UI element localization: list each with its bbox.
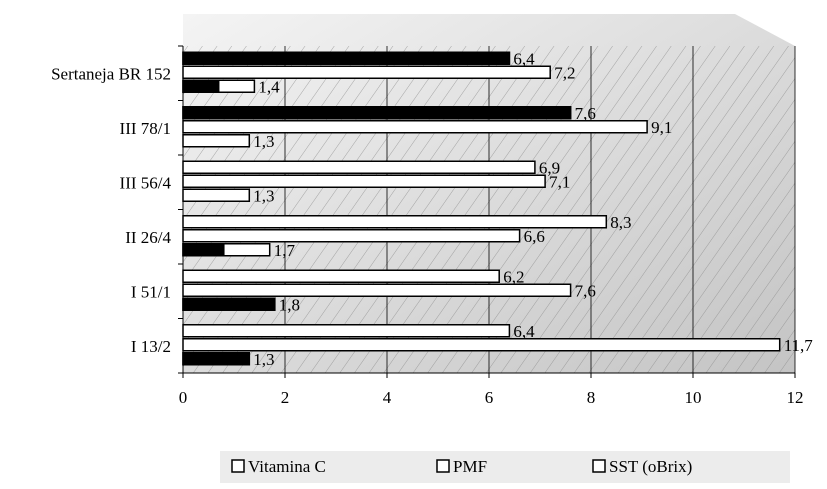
data-label: 8,3 — [610, 213, 631, 232]
x-tick-label: 10 — [685, 388, 702, 407]
data-label: 1,3 — [253, 350, 274, 369]
bar — [182, 134, 251, 148]
data-label: 1,7 — [274, 241, 296, 260]
legend-background — [220, 451, 790, 483]
data-label: 7,1 — [549, 172, 570, 191]
bar-dark-segment — [182, 352, 251, 366]
data-label: 7,6 — [575, 281, 596, 300]
bar — [182, 160, 536, 174]
bar — [182, 188, 251, 202]
data-label: 6,6 — [524, 227, 545, 246]
data-label: 1,4 — [258, 77, 280, 96]
legend-swatch — [592, 459, 606, 473]
bar-dark-segment — [182, 106, 572, 120]
bar — [182, 65, 551, 79]
category-label: I 13/2 — [131, 337, 171, 356]
x-tick-label: 8 — [587, 388, 596, 407]
data-label: 1,3 — [253, 132, 274, 151]
data-label: 7,6 — [575, 104, 596, 123]
bar-dark-segment — [182, 243, 225, 257]
data-label: 1,3 — [253, 186, 274, 205]
bar — [182, 174, 546, 188]
bar-dark-segment — [182, 51, 511, 65]
x-tick-label: 2 — [281, 388, 290, 407]
x-tick-label: 4 — [383, 388, 392, 407]
data-label: 11,7 — [784, 336, 814, 355]
category-label: Sertaneja BR 152 — [51, 64, 171, 83]
data-label: 6,4 — [513, 49, 535, 68]
data-label: 1,8 — [279, 295, 300, 314]
category-label: III 56/4 — [120, 173, 172, 192]
category-label: I 51/1 — [131, 282, 171, 301]
bar — [182, 229, 521, 243]
legend-swatch — [231, 459, 245, 473]
category-label: II 26/4 — [125, 228, 171, 247]
data-label: 9,1 — [651, 118, 672, 137]
legend-label: SST (oBrix) — [609, 457, 692, 476]
x-tick-label: 0 — [179, 388, 188, 407]
bar — [182, 324, 511, 338]
legend-label: Vitamina C — [248, 457, 326, 476]
category-label: III 78/1 — [120, 119, 171, 138]
bar-dark-segment — [182, 79, 220, 93]
data-label: 7,2 — [554, 63, 575, 82]
data-label: 6,4 — [513, 322, 535, 341]
data-label: 6,9 — [539, 158, 560, 177]
bar — [182, 269, 500, 283]
bar-dark-segment — [182, 297, 276, 311]
legend-swatch — [436, 459, 450, 473]
x-tick-label: 6 — [485, 388, 494, 407]
data-label: 6,2 — [503, 267, 524, 286]
x-tick-label: 12 — [787, 388, 804, 407]
legend-label: PMF — [453, 457, 487, 476]
